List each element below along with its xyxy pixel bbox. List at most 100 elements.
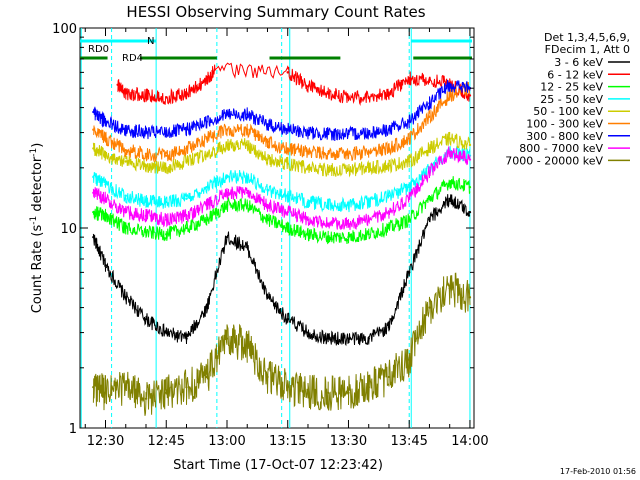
y-axis-label-end: ): [30, 143, 45, 148]
data-point: [306, 166, 310, 169]
data-point: [408, 358, 411, 361]
x-tick-label: 14:00: [451, 434, 488, 449]
data-point: [246, 143, 249, 147]
data-point: [367, 337, 370, 340]
data-point: [225, 113, 229, 116]
data-point: [347, 168, 350, 172]
data-point: [387, 147, 391, 150]
data-point: [205, 137, 208, 140]
legend-entry-label: 100 - 300 keV: [526, 118, 603, 131]
series-3-6keV: [92, 194, 472, 347]
data-point: [327, 132, 330, 136]
data-point: [428, 306, 431, 309]
data-point: [165, 131, 168, 134]
data-point: [246, 343, 249, 347]
y-axis-label-sup1: -1: [29, 216, 39, 225]
data-point: [104, 120, 107, 123]
data-point: [92, 147, 95, 150]
data-point: [408, 271, 411, 274]
legend-entry-label: 25 - 50 keV: [540, 93, 603, 106]
data-point: [246, 128, 249, 131]
data-point: [104, 197, 107, 200]
legend-entry-label: 12 - 25 keV: [540, 81, 603, 94]
data-point: [306, 218, 310, 221]
data-point: [306, 391, 310, 394]
data-point: [448, 197, 451, 200]
legend-entry-label: 3 - 6 keV: [554, 56, 603, 69]
data-point: [144, 94, 148, 97]
data-point: [347, 132, 350, 136]
data-point: [347, 152, 350, 155]
data-point: [104, 183, 107, 186]
data-point: [408, 197, 411, 200]
data-point: [165, 154, 168, 157]
y-axis: 1 10 100: [52, 22, 474, 437]
data-point: [468, 158, 472, 161]
data-point: [347, 204, 350, 207]
data-point: [165, 200, 168, 204]
data-point: [144, 231, 148, 234]
flag-label-rd0: RD0: [88, 44, 109, 55]
data-point: [306, 233, 310, 236]
data-point: [387, 194, 391, 197]
data-point: [144, 200, 148, 204]
legend-entry-label: 7000 - 20000 keV: [505, 154, 603, 167]
data-point: [165, 391, 168, 394]
data-point: [468, 296, 472, 299]
data-point: [347, 337, 350, 340]
data-point: [225, 204, 229, 207]
data-point: [387, 128, 391, 131]
data-point: [286, 317, 289, 321]
data-point: [387, 210, 391, 214]
data-point: [327, 168, 330, 172]
series-800-7000keV: [92, 146, 472, 230]
data-point: [205, 120, 208, 123]
data-point: [347, 222, 350, 225]
data-point: [468, 185, 472, 189]
data-point: [116, 83, 119, 86]
data-point: [367, 200, 370, 204]
data-point: [246, 175, 249, 179]
data-point: [225, 128, 229, 131]
data-point: [428, 147, 431, 150]
series-12-25keV: [92, 176, 472, 245]
data-point: [428, 218, 431, 221]
data-point: [165, 166, 168, 169]
data-point: [428, 78, 431, 82]
data-point: [124, 160, 127, 163]
data-point: [92, 235, 95, 239]
x-tick-label: 13:45: [390, 434, 427, 449]
data-point: [387, 375, 391, 379]
x-axis-label: Start Time (17-Oct-07 12:23:42): [173, 458, 383, 473]
data-point: [387, 92, 391, 95]
data-point: [387, 226, 391, 230]
y-axis-label-sup2: -1: [29, 148, 39, 157]
data-point: [185, 385, 188, 389]
data-point: [124, 128, 127, 131]
data-point: [185, 197, 188, 200]
data-point: [306, 85, 310, 88]
chart-title: HESSI Observing Summary Count Rates: [126, 3, 425, 21]
data-point: [246, 246, 249, 249]
data-point: [408, 77, 411, 80]
data-point: [306, 200, 310, 204]
data-point: [144, 397, 148, 400]
data-point: [367, 150, 370, 154]
data-point: [347, 391, 350, 394]
data-point: [266, 140, 269, 143]
data-point: [165, 331, 168, 334]
series-line: [92, 131, 471, 178]
data-point: [225, 191, 229, 194]
flag-bars: [80, 39, 472, 60]
flag-label-n: N: [147, 36, 154, 47]
x-tick-label: 12:45: [148, 434, 185, 449]
legend-entry-label: 300 - 800 keV: [526, 130, 603, 143]
series-6-12keV: [116, 62, 472, 106]
data-point: [286, 210, 289, 214]
data-point: [286, 128, 289, 131]
data-point: [367, 96, 370, 99]
data-point: [92, 175, 95, 179]
data-point: [92, 110, 95, 114]
data-point: [448, 150, 451, 154]
data-point: [367, 385, 370, 389]
